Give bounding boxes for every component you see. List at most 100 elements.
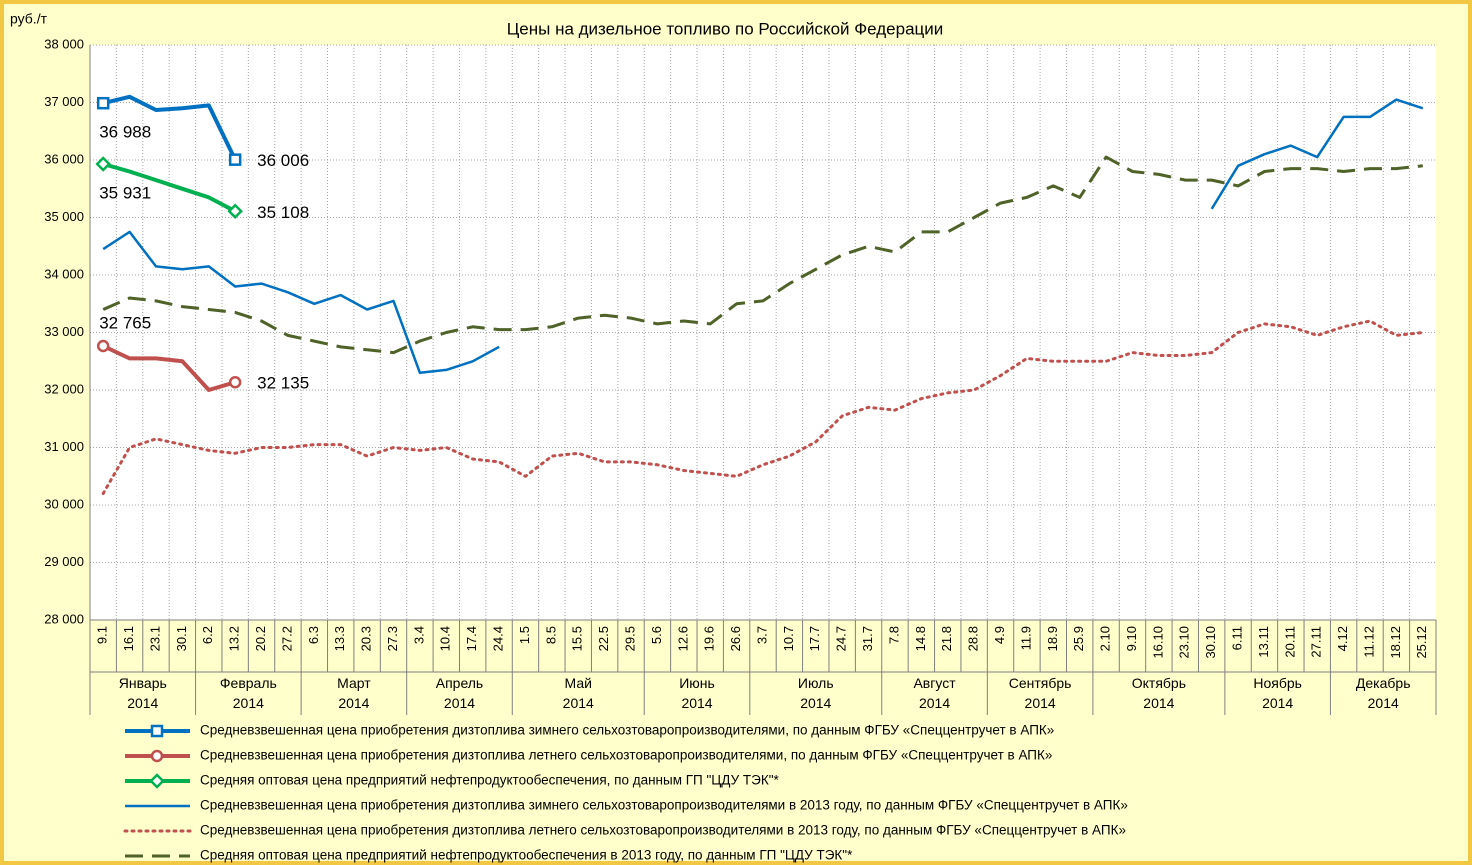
month-label: Декабрь 2014	[1356, 675, 1411, 711]
x-tick-label: 19.6	[702, 626, 717, 651]
data-label: 35 108	[257, 203, 309, 222]
y-tick-label: 38 000	[44, 36, 84, 51]
x-tick-label: 20.3	[359, 626, 374, 651]
data-label: 32 765	[99, 313, 151, 332]
marker	[96, 339, 110, 353]
month-label-line: 2014	[1143, 695, 1174, 711]
y-tick-label: 36 000	[44, 151, 84, 166]
x-tick-label: 16.1	[121, 626, 136, 651]
y-tick-label: 28 000	[44, 611, 84, 626]
marker	[228, 375, 242, 389]
x-tick-label: 9.10	[1124, 626, 1139, 651]
x-tick-label: 14.8	[913, 626, 928, 651]
legend-label: Средняя оптовая цена предприятий нефтепр…	[200, 848, 853, 863]
x-tick-label: 16.10	[1150, 626, 1165, 659]
month-label: Май 2014	[563, 675, 594, 711]
x-tick-label: 31.7	[860, 626, 875, 651]
marker	[228, 153, 242, 166]
month-label-line: 2014	[338, 695, 369, 711]
x-tick-label: 27.11	[1309, 626, 1324, 658]
y-tick-label: 37 000	[44, 94, 84, 109]
x-tick-label: 3.4	[411, 626, 426, 644]
x-tick-label: 13.2	[227, 626, 242, 651]
legend-label: Средняя оптовая цена предприятий нефтепр…	[200, 773, 780, 788]
month-label-line: 2014	[1368, 695, 1399, 711]
y-tick-label: 29 000	[44, 554, 84, 569]
x-tick-label: 25.9	[1071, 626, 1086, 651]
x-tick-label: 17.4	[464, 626, 479, 651]
x-tick-label: 18.9	[1045, 626, 1060, 651]
x-tick-label: 1.5	[517, 626, 532, 644]
x-tick-label: 7.8	[886, 626, 901, 644]
month-label-line: 2014	[1262, 695, 1293, 711]
y-unit: руб./т	[10, 11, 48, 27]
x-tick-label: 28.8	[966, 626, 981, 651]
month-label: Ноябрь 2014	[1253, 675, 1302, 711]
month-label-line: Февраль	[220, 675, 277, 691]
x-tick-label: 15.5	[570, 626, 585, 651]
month-label-line: Ноябрь	[1253, 675, 1302, 691]
x-tick-label: 6.3	[306, 626, 321, 644]
data-label: 36 006	[257, 151, 309, 170]
x-tick-label: 25.12	[1414, 626, 1429, 659]
month-label-line: 2014	[681, 695, 712, 711]
legend-label: Средневзвешенная цена приобретения дизто…	[200, 748, 1052, 763]
series-line	[102, 344, 236, 392]
series-line	[102, 98, 1424, 375]
x-tick-label: 26.6	[728, 626, 743, 651]
month-label-line: 2014	[444, 695, 475, 711]
x-tick-label: 30.10	[1203, 626, 1218, 659]
month-label: Февраль 2014	[220, 675, 277, 711]
x-tick-label: 18.12	[1388, 626, 1403, 659]
month-label: Сентябрь 2014	[1009, 675, 1072, 711]
x-tick-label: 27.2	[279, 626, 294, 651]
x-tick-label: 20.2	[253, 626, 268, 651]
y-tick-label: 33 000	[44, 324, 84, 339]
x-tick-label: 6.2	[200, 626, 215, 644]
data-label: 32 135	[257, 374, 309, 393]
x-tick-label: 29.5	[622, 626, 637, 651]
month-label-line: Август	[913, 675, 956, 691]
x-tick-label: 17.7	[807, 626, 822, 651]
x-tick-label: 4.9	[992, 626, 1007, 644]
month-label-line: Сентябрь	[1009, 675, 1072, 691]
x-tick-label: 6.11	[1229, 626, 1244, 650]
y-tick-label: 35 000	[44, 209, 84, 224]
month-label: Июль 2014	[798, 675, 834, 711]
month-label: Июнь 2014	[679, 675, 715, 711]
month-label: Январь 2014	[119, 675, 167, 711]
month-label-line: Декабрь	[1356, 675, 1411, 691]
month-label-line: Март	[337, 675, 371, 691]
month-label: Август 2014	[913, 675, 956, 711]
x-tick-label: 20.11	[1282, 626, 1297, 658]
series-line	[101, 319, 1425, 495]
data-label: 36 988	[99, 123, 151, 142]
marker	[150, 749, 164, 763]
month-label: Октябрь 2014	[1132, 675, 1186, 711]
x-tick-label: 30.1	[174, 626, 189, 651]
marker	[95, 156, 111, 172]
month-label-line: 2014	[1025, 695, 1056, 711]
x-tick-label: 2.10	[1098, 626, 1113, 651]
y-tick-label: 32 000	[44, 381, 84, 396]
y-tick-label: 30 000	[44, 496, 84, 511]
x-tick-label: 3.7	[754, 626, 769, 644]
x-tick-label: 24.7	[834, 626, 849, 651]
month-label-line: Июнь	[679, 675, 715, 691]
month-label-line: Май	[565, 675, 592, 691]
marker	[150, 724, 164, 738]
x-tick-label: 13.11	[1256, 626, 1271, 658]
x-tick-label: 8.5	[543, 626, 558, 644]
x-tick-label: 9.1	[95, 626, 110, 644]
legend-label: Средневзвешенная цена приобретения дизто…	[200, 723, 1054, 738]
x-tick-label: 22.5	[596, 626, 611, 651]
month-label: Апрель 2014	[436, 675, 484, 711]
x-tick-label: 24.4	[491, 626, 506, 651]
y-tick-label: 34 000	[44, 266, 84, 281]
x-tick-label: 11.12	[1361, 626, 1376, 658]
marker	[227, 203, 243, 220]
series-line	[102, 162, 237, 214]
month-label-line: 2014	[127, 695, 158, 711]
month-label-line: 2014	[919, 695, 950, 711]
month-label: Март 2014	[337, 675, 371, 711]
